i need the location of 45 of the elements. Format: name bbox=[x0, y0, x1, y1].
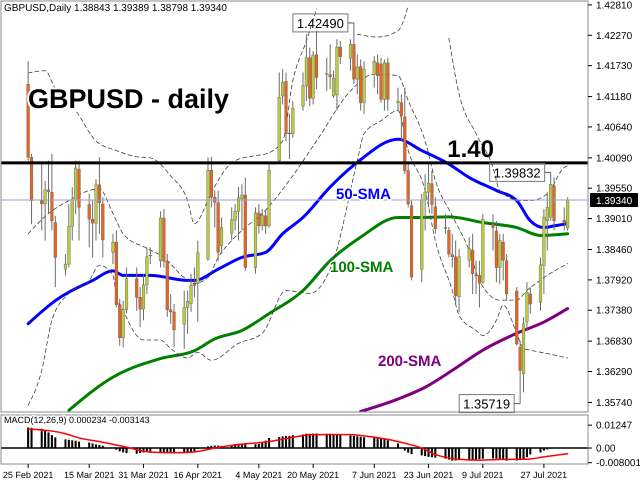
x-tick-label: 31 Mar 2021 bbox=[118, 470, 169, 480]
x-tick-label: 20 May 2021 bbox=[287, 470, 340, 480]
x-tick-label: 15 Mar 2021 bbox=[64, 470, 114, 480]
candlestick bbox=[182, 290, 186, 350]
y-tick-label: 1.41730 bbox=[596, 61, 633, 72]
candlestick bbox=[471, 233, 474, 294]
y-tick-label: 1.39550 bbox=[596, 184, 633, 195]
x-tick-label: 4 May 2021 bbox=[235, 470, 282, 480]
line-series bbox=[27, 428, 568, 461]
candlestick bbox=[230, 206, 234, 242]
annotation: 1.35719 bbox=[463, 396, 510, 412]
x-tick-label: 16 Apr 2021 bbox=[174, 470, 222, 480]
y-tick-label: 0.01247 bbox=[596, 420, 633, 432]
x-tick-label: 9 Jul 2021 bbox=[462, 470, 504, 480]
chart-title: MACD(12,26,9) 0.000234 -0.003143 bbox=[4, 415, 150, 425]
y-tick-label: 1.41180 bbox=[596, 92, 632, 104]
line-series bbox=[67, 215, 570, 412]
x-tick-label: 25 Feb 2021 bbox=[2, 470, 54, 480]
x-tick-label: 7 Jun 2021 bbox=[352, 470, 397, 480]
y-tick-label: 1.36290 bbox=[596, 367, 633, 378]
annotation: 1.39832 bbox=[494, 165, 541, 180]
y-tick-label: 1.37920 bbox=[596, 275, 633, 286]
y-tick-label: 1.37380 bbox=[596, 306, 633, 317]
y-tick-label: 1.36830 bbox=[596, 336, 633, 348]
y-tick-label: 0.00 bbox=[596, 444, 616, 455]
y-tick-label: 1.35740 bbox=[596, 398, 633, 409]
x-tick-label: 23 Jun 2021 bbox=[404, 470, 454, 480]
chart-subtitle: GBPUSD,Daily 1.38843 1.39389 1.38798 1.39340 bbox=[4, 3, 228, 14]
annotation: 1.42490 bbox=[296, 16, 344, 31]
y-tick-label: 1.40090 bbox=[596, 153, 633, 164]
candlestick bbox=[236, 186, 240, 242]
y-tick-label: 1.39010 bbox=[596, 214, 633, 226]
line-series bbox=[359, 307, 570, 412]
y-tick-label: 1.42810 bbox=[596, 0, 633, 12]
series-label: 100-SMA bbox=[330, 259, 394, 276]
y-tick-label: 1.38460 bbox=[596, 245, 633, 256]
y-tick-label: 1.42270 bbox=[596, 30, 633, 42]
candlestick bbox=[260, 208, 264, 231]
series-label: 200-SMA bbox=[378, 353, 442, 370]
candlestick bbox=[40, 164, 44, 231]
ref-line-label: 1.40 bbox=[447, 136, 494, 163]
x-tick-label: 27 Jul 2021 bbox=[520, 470, 568, 480]
series-label: 50-SMA bbox=[336, 186, 392, 203]
y-tick-label: 1.40640 bbox=[596, 122, 633, 134]
ref-line-label: 1.39340 bbox=[596, 196, 633, 208]
